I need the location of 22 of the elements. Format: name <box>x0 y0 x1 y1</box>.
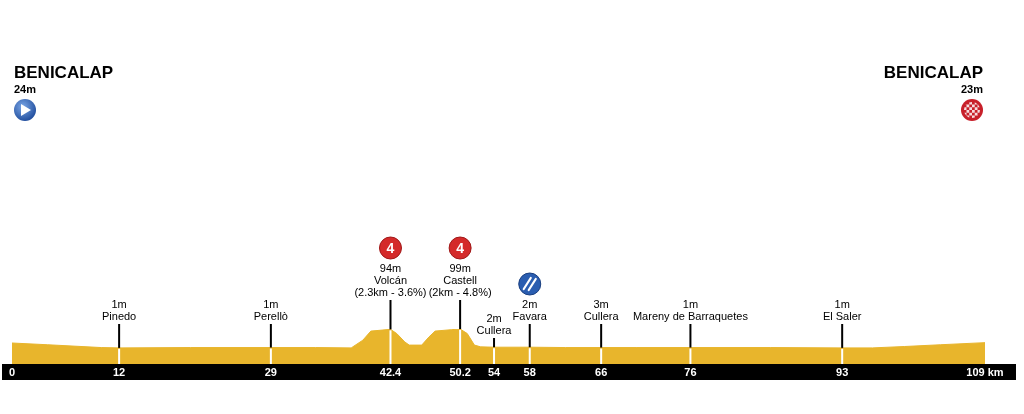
x-tick-label: 58 <box>523 366 536 378</box>
text: BENICALAP 24m <box>14 63 114 95</box>
x-tick-label: 109 km <box>966 366 1004 378</box>
x-tick-label: 12 <box>112 366 126 378</box>
x-tick-label: 29 <box>264 366 277 378</box>
annotation: 4 94m Volcán (2.3km - 3.6%) <box>354 240 427 298</box>
annotation: 1m El Saler <box>822 298 862 322</box>
annotation: 1m Perellò <box>253 298 288 322</box>
text: BENICALAP 23m <box>883 63 984 95</box>
annotation: 2m Cullera <box>476 312 513 336</box>
annotation: 2m Favara <box>512 298 548 322</box>
annotation: 1m Pinedo <box>101 298 137 322</box>
x-tick-label: 50.2 <box>449 366 471 378</box>
annotation: 3m Cullera <box>583 298 620 322</box>
x-tick-label: 66 <box>595 366 608 378</box>
x-tick-label: 93 <box>836 366 849 378</box>
x-tick-label: 54 <box>487 366 502 378</box>
x-tick-label: 42.4 <box>379 366 403 378</box>
x-tick-label: 0 <box>8 366 16 378</box>
annotation: 1m Mareny de Barraquetes <box>632 298 749 322</box>
annotation: 4 99m Castell (2km - 4.8%) <box>428 240 492 298</box>
x-tick-label: 76 <box>684 366 697 378</box>
